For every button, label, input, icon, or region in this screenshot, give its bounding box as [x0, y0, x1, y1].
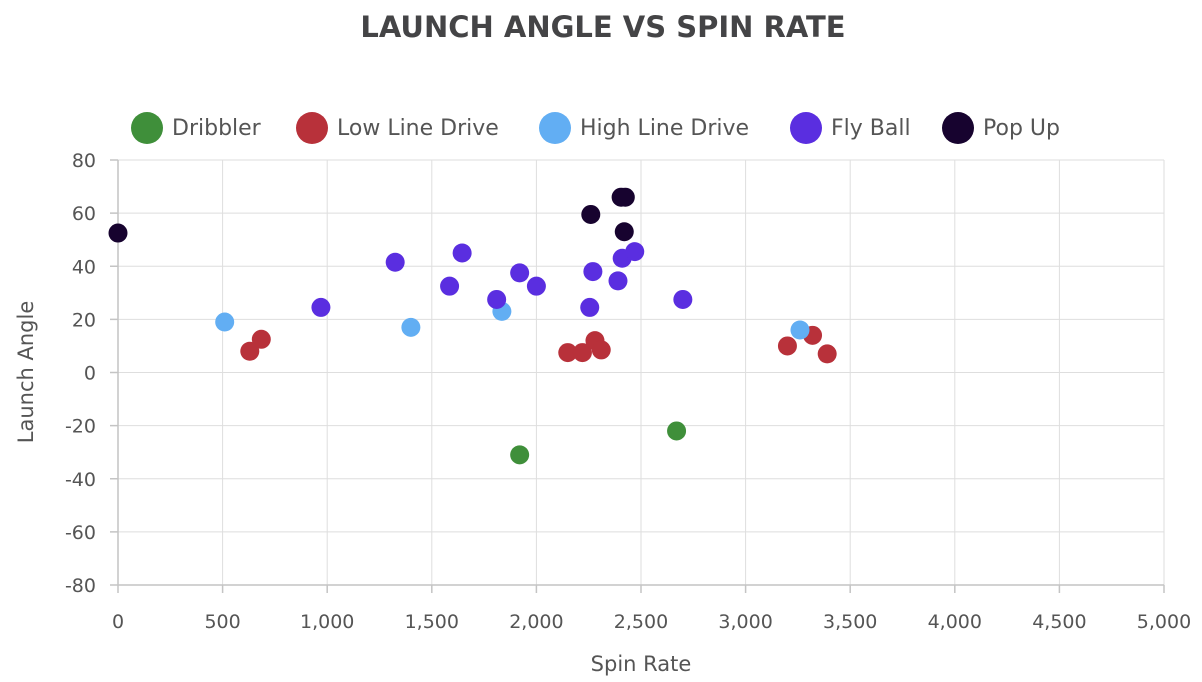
point-low-line-drive: [591, 340, 611, 360]
y-axis-label: Launch Angle: [14, 301, 38, 443]
legend-swatch: [296, 112, 328, 144]
chart-title: LAUNCH ANGLE VS SPIN RATE: [360, 10, 845, 44]
legend-item-fly-ball[interactable]: Fly Ball: [790, 112, 911, 144]
x-tick-label: 3,500: [823, 611, 877, 633]
point-low-line-drive: [777, 336, 797, 356]
y-tick-label: -80: [65, 575, 96, 597]
point-fly-ball: [526, 276, 546, 296]
y-tick-label: -20: [65, 416, 96, 438]
legend-label: Pop Up: [983, 116, 1060, 141]
point-fly-ball: [608, 271, 628, 291]
point-fly-ball: [311, 297, 331, 317]
legend-item-low-line-drive[interactable]: Low Line Drive: [296, 112, 499, 144]
legend-label: High Line Drive: [580, 116, 749, 141]
legend-item-pop-up[interactable]: Pop Up: [942, 112, 1060, 144]
y-tick-label: -60: [65, 522, 96, 544]
legend-label: Fly Ball: [831, 116, 911, 141]
point-fly-ball: [583, 262, 603, 282]
point-pop-up: [108, 223, 128, 243]
legend-item-dribbler[interactable]: Dribbler: [131, 112, 262, 144]
point-dribbler: [510, 445, 530, 465]
y-axis-ticks: 80 60 40 20 0 -20 -40 -60 -80: [65, 150, 118, 597]
y-tick-label: 20: [72, 309, 96, 331]
point-low-line-drive: [817, 344, 837, 364]
legend: Dribbler Low Line Drive High Line Drive Fly…: [131, 112, 1060, 144]
point-high-line-drive: [790, 320, 810, 340]
point-low-line-drive: [558, 343, 578, 363]
y-tick-label: -40: [65, 469, 96, 491]
point-fly-ball: [625, 242, 645, 262]
point-high-line-drive: [401, 317, 421, 337]
point-fly-ball: [673, 289, 693, 309]
x-tick-label: 0: [112, 611, 124, 633]
point-low-line-drive: [251, 329, 271, 349]
point-pop-up: [615, 187, 635, 207]
y-tick-label: 40: [72, 256, 96, 278]
x-tick-label: 4,000: [928, 611, 982, 633]
x-axis-label: Spin Rate: [591, 652, 692, 676]
legend-label: Dribbler: [172, 116, 262, 141]
x-tick-label: 1,000: [300, 611, 354, 633]
grid: [118, 159, 1165, 585]
point-fly-ball: [487, 289, 507, 309]
point-pop-up: [614, 222, 634, 242]
data-points: [108, 187, 837, 465]
x-axis-ticks: 0 500 1,000 1,500 2,000 2,500 3,000 3,500 4,000 4…: [112, 585, 1191, 633]
point-high-line-drive: [215, 312, 235, 332]
point-low-line-drive: [240, 341, 260, 361]
x-tick-label: 4,500: [1032, 611, 1086, 633]
y-tick-label: 80: [72, 150, 96, 172]
x-tick-label: 1,500: [405, 611, 459, 633]
x-tick-label: 500: [204, 611, 240, 633]
x-tick-label: 5,000: [1137, 611, 1191, 633]
legend-swatch: [942, 112, 974, 144]
point-fly-ball: [510, 263, 530, 283]
x-tick-label: 2,500: [614, 611, 668, 633]
point-fly-ball: [452, 243, 472, 263]
point-pop-up: [581, 204, 601, 224]
y-tick-label: 60: [72, 203, 96, 225]
x-tick-label: 2,000: [509, 611, 563, 633]
point-fly-ball: [385, 252, 405, 272]
legend-item-high-line-drive[interactable]: High Line Drive: [539, 112, 749, 144]
point-fly-ball: [580, 297, 600, 317]
legend-swatch: [539, 112, 571, 144]
point-dribbler: [667, 421, 687, 441]
x-tick-label: 3,000: [718, 611, 772, 633]
y-tick-label: 0: [84, 363, 96, 385]
legend-swatch: [131, 112, 163, 144]
legend-swatch: [790, 112, 822, 144]
point-low-line-drive: [572, 343, 592, 363]
point-fly-ball: [440, 276, 460, 296]
legend-label: Low Line Drive: [337, 116, 499, 141]
